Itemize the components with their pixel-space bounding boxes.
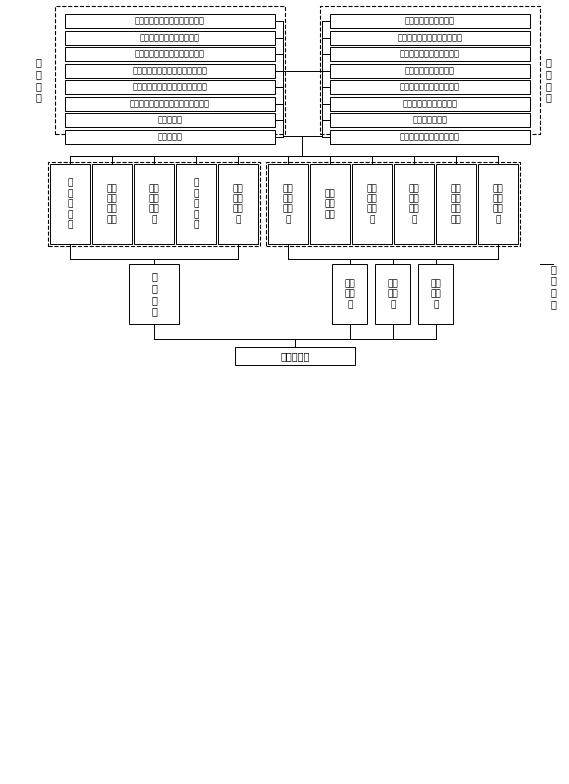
Text: 某个槽本周平均铝水平: 某个槽本周平均铝水平 (405, 66, 455, 75)
FancyBboxPatch shape (268, 164, 308, 244)
Text: 出铝量定值: 出铝量定值 (158, 132, 183, 141)
FancyBboxPatch shape (330, 129, 530, 143)
Text: 电解槽电流强度: 电解槽电流强度 (413, 115, 447, 125)
FancyBboxPatch shape (65, 47, 275, 61)
Text: 整个车间氧化铝平均下料量: 整个车间氧化铝平均下料量 (400, 132, 460, 141)
Text: 计
算
所
得: 计 算 所 得 (550, 264, 556, 309)
Text: 某个槽本周平均电解质水平: 某个槽本周平均电解质水平 (400, 49, 460, 59)
FancyBboxPatch shape (310, 164, 350, 244)
Text: 统
计
所
得: 统 计 所 得 (545, 57, 551, 103)
FancyBboxPatch shape (65, 31, 275, 45)
Text: 经验获得正常槽铝水平数据及权重: 经验获得正常槽铝水平数据及权重 (133, 66, 208, 75)
FancyBboxPatch shape (332, 264, 368, 324)
FancyBboxPatch shape (330, 64, 530, 78)
FancyBboxPatch shape (218, 164, 258, 244)
Text: 集
声
值
权
重: 集 声 值 权 重 (67, 179, 73, 229)
FancyBboxPatch shape (330, 31, 530, 45)
FancyBboxPatch shape (352, 164, 392, 244)
FancyBboxPatch shape (330, 80, 530, 94)
Text: 电解
质退
出权
重: 电解 质退 出权 重 (233, 184, 244, 224)
Text: 出铝指示量: 出铝指示量 (281, 351, 310, 361)
Text: 铝
水
平
权
重: 铝 水 平 权 重 (193, 179, 199, 229)
Text: 某个槽本周平均氧化铝下料量: 某个槽本周平均氧化铝下料量 (398, 33, 463, 42)
FancyBboxPatch shape (65, 80, 275, 94)
FancyBboxPatch shape (92, 164, 132, 244)
FancyBboxPatch shape (436, 164, 476, 244)
Text: 经
验
所
得: 经 验 所 得 (35, 57, 41, 103)
FancyBboxPatch shape (65, 113, 275, 127)
Text: 经验获得电解质出入天数数据及权重: 经验获得电解质出入天数数据及权重 (130, 99, 210, 108)
Text: 经验获得噪声值数据及对应权重: 经验获得噪声值数据及对应权重 (135, 16, 205, 26)
Text: 铝水
平上
限权
重: 铝水 平上 限权 重 (409, 184, 419, 224)
FancyBboxPatch shape (176, 164, 216, 244)
FancyBboxPatch shape (419, 264, 453, 324)
FancyBboxPatch shape (330, 14, 530, 28)
Text: 电解
质水
平权
重: 电解 质水 平权 重 (149, 184, 159, 224)
FancyBboxPatch shape (134, 164, 174, 244)
Text: 氧化
铝下
料量
权重: 氧化 铝下 料量 权重 (106, 184, 117, 224)
Text: 铝水
平上
限标
准: 铝水 平上 限标 准 (283, 184, 294, 224)
FancyBboxPatch shape (65, 64, 275, 78)
Text: 铝水
平基
准值
权重: 铝水 平基 准值 权重 (451, 184, 461, 224)
Text: 权
重
之
和: 权 重 之 和 (151, 271, 157, 317)
FancyBboxPatch shape (376, 264, 410, 324)
Text: 出铝
量上
限: 出铝 量上 限 (345, 279, 356, 309)
FancyBboxPatch shape (50, 164, 90, 244)
Text: 铝水
平下
限权
重: 铝水 平下 限权 重 (493, 184, 504, 224)
FancyBboxPatch shape (235, 347, 355, 365)
FancyBboxPatch shape (65, 14, 275, 28)
Text: 铝水
平基
准值: 铝水 平基 准值 (325, 189, 335, 219)
FancyBboxPatch shape (330, 113, 530, 127)
FancyBboxPatch shape (478, 164, 518, 244)
FancyBboxPatch shape (394, 164, 434, 244)
FancyBboxPatch shape (65, 96, 275, 111)
Text: 出铝
量标
准: 出铝 量标 准 (431, 279, 442, 309)
Text: 某个槽上个季度电流效率: 某个槽上个季度电流效率 (402, 99, 457, 108)
Text: 经验获得电解质水平数据及权重: 经验获得电解质水平数据及权重 (135, 49, 205, 59)
Text: 铝水
平下
限标
准: 铝水 平下 限标 准 (366, 184, 377, 224)
Text: 经验获得氧化铝下料量权重: 经验获得氧化铝下料量权重 (140, 33, 200, 42)
FancyBboxPatch shape (330, 96, 530, 111)
FancyBboxPatch shape (65, 129, 275, 143)
FancyBboxPatch shape (330, 47, 530, 61)
Text: 经验获得二代槽铝水平数据及权重: 经验获得二代槽铝水平数据及权重 (133, 82, 208, 92)
Text: 某个槽本周电解质退出天数: 某个槽本周电解质退出天数 (400, 82, 460, 92)
FancyBboxPatch shape (129, 264, 179, 324)
Text: 某个槽本周平均噪声值: 某个槽本周平均噪声值 (405, 16, 455, 26)
Text: 流铝量定值: 流铝量定值 (158, 115, 183, 125)
Text: 出铝
量下
限: 出铝 量下 限 (387, 279, 398, 309)
